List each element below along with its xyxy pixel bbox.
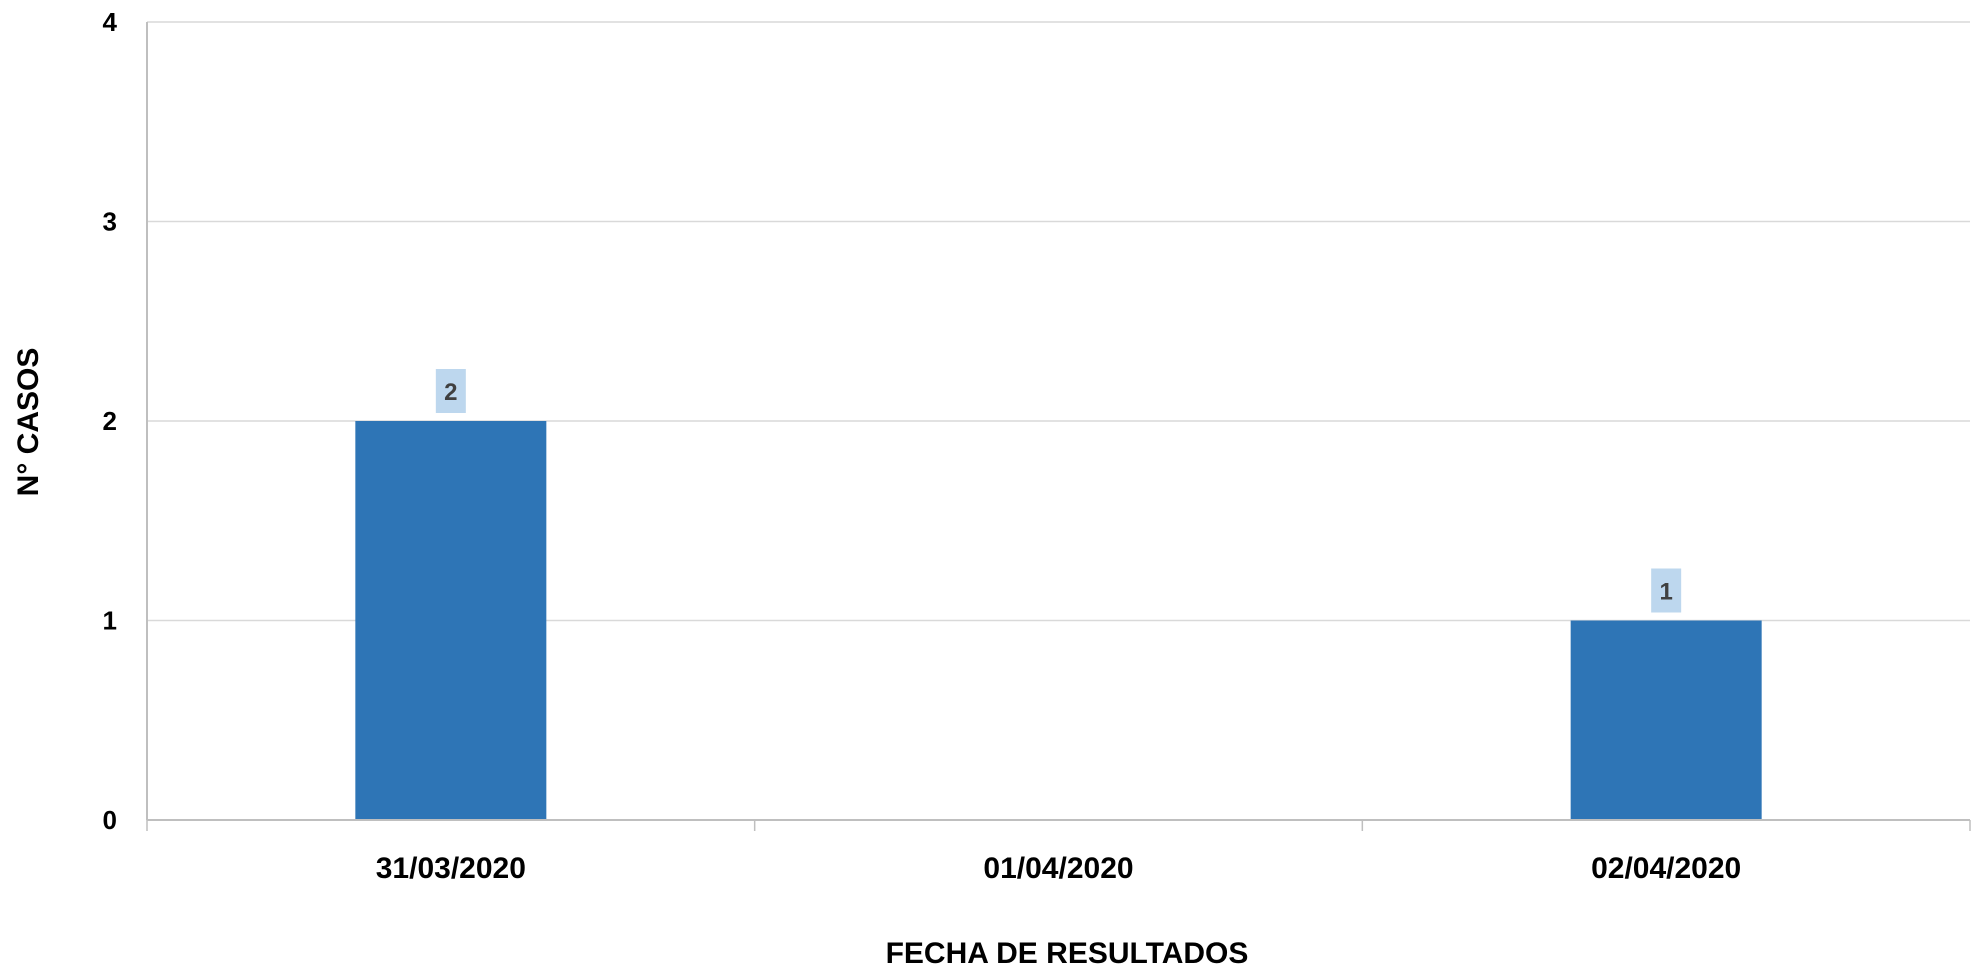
y-tick-label: 3 xyxy=(103,207,117,237)
x-category-label: 31/03/2020 xyxy=(376,852,526,885)
y-tick-label: 4 xyxy=(103,7,118,37)
labels: 0 1 2 3 4 2 31/03/2020 01/04/2020 1 02/04/2020 xyxy=(103,7,1742,885)
data-label: 2 xyxy=(444,379,457,406)
y-tick-label: 1 xyxy=(103,606,117,636)
data-label-background xyxy=(1651,568,1682,613)
x-axis-title: FECHA DE RESULTADOS xyxy=(886,937,1249,970)
bar xyxy=(1570,620,1762,820)
bars xyxy=(355,421,1762,820)
axes xyxy=(146,22,1971,831)
x-category-label: 01/04/2020 xyxy=(983,852,1133,885)
x-category-label: 02/04/2020 xyxy=(1591,852,1741,885)
data-label-background xyxy=(435,369,466,413)
y-tick-label: 0 xyxy=(103,805,117,835)
data-label: 1 xyxy=(1659,579,1672,606)
y-tick-label: 2 xyxy=(103,406,117,436)
bar xyxy=(355,421,547,820)
y-axis-title: N° CASOS xyxy=(12,348,45,497)
